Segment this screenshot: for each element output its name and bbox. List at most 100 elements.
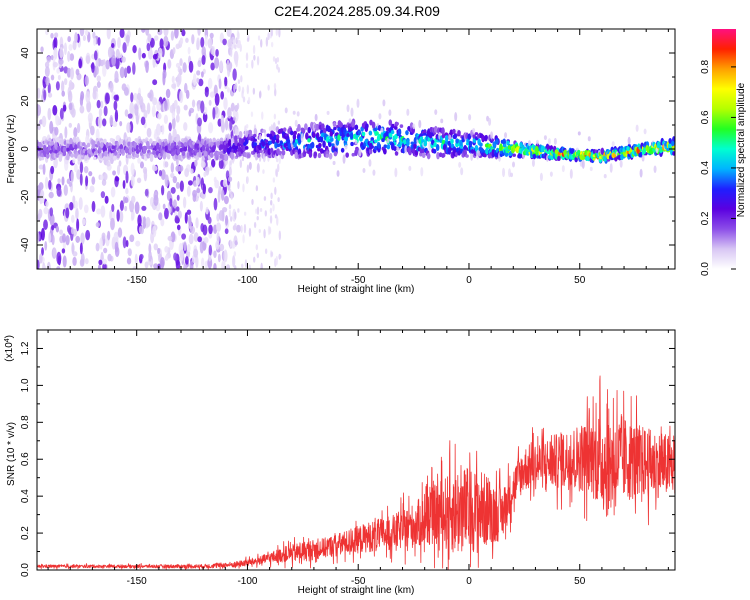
spectrogram-signal-cell <box>58 154 63 162</box>
spectrogram-noise-cell <box>218 209 224 221</box>
spectrogram-halo-cell <box>561 165 565 173</box>
spectrogram-noise-cell <box>196 188 201 194</box>
snr-y-tick-label: 0.6 <box>20 452 31 466</box>
spectrogram-signal-cell <box>265 144 270 149</box>
spectrogram-noise-cell <box>147 258 153 266</box>
spectrogram-noise-cell <box>251 59 254 69</box>
spectrogram-noise-cell <box>268 226 272 235</box>
spectrogram-noise-cell <box>197 117 202 127</box>
spectrogram-noise-cell <box>186 209 192 215</box>
spectrogram-signal-cell <box>570 148 575 155</box>
spectrogram-noise-cell <box>144 188 149 197</box>
spectrogram-signal-cell <box>103 138 107 145</box>
spectrogram-noise-cell <box>79 105 85 114</box>
spectrogram-halo-cell <box>336 170 340 177</box>
spectrogram-noise-cell <box>75 235 81 243</box>
spectrogram-signal-cell <box>333 151 338 157</box>
spectrogram-noise-cell <box>224 76 228 87</box>
spectrogram-panel: -150 -100 -50 0 50 -40 -20 0 20 40 Height of str… <box>6 28 676 295</box>
snr-line <box>37 375 675 570</box>
spectrogram-noise-cell <box>68 43 73 51</box>
spectrogram-signal-cell <box>656 141 661 149</box>
spectrogram-signal-cell <box>248 129 253 135</box>
spectrogram-noise-cell <box>79 161 84 174</box>
spectrogram-noise-cell <box>117 227 123 238</box>
spectrogram-halo-cell <box>653 165 657 173</box>
spectrogram-noise-cell <box>257 35 261 41</box>
spectrogram-noise-cell <box>228 204 232 210</box>
spectrogram-noise-cell <box>46 56 51 63</box>
spectrogram-signal-cell <box>426 152 431 160</box>
spectrogram-signal-cell <box>275 138 280 144</box>
spectrogram-noise-cell <box>215 240 220 250</box>
spectrogram-noise-cell <box>141 52 146 59</box>
spectrogram-noise-cell <box>207 38 213 49</box>
spectrogram-noise-cell <box>91 200 96 213</box>
spectrogram-noise-cell <box>172 199 177 209</box>
spectrogram-noise-cell <box>224 228 229 235</box>
spectrogram-noise-cell <box>75 68 80 76</box>
spectrogram-noise-cell <box>78 197 83 210</box>
spectrogram-signal-cell <box>178 154 182 161</box>
spectrogram-signal-cell <box>351 152 356 157</box>
spectrogram-noise-cell <box>119 200 124 212</box>
spectrogram-noise-cell <box>153 194 159 207</box>
spectrogram-signal-cell <box>176 137 180 142</box>
spectrogram-signal-cell <box>351 120 355 128</box>
spectrogram-noise-cell <box>201 155 205 169</box>
spectrogram-noise-cell <box>126 65 131 74</box>
spectrogram-noise-cell <box>71 107 76 118</box>
spectrogram-signal-cell <box>281 149 286 156</box>
spectrogram-noise-cell <box>125 239 129 248</box>
spectrogram-halo-cell <box>388 109 392 116</box>
spectrogram-noise-cell <box>56 67 61 74</box>
spectrogram-signal-cell <box>337 134 341 142</box>
spectrogram-signal-cell <box>411 148 416 154</box>
spectrogram-noise-cell <box>248 227 252 237</box>
spectrogram-noise-cell <box>91 62 95 74</box>
spectrogram-halo-cell <box>232 116 236 121</box>
spectrogram-signal-cell <box>397 128 402 136</box>
spectrogram-signal-cell <box>474 132 479 136</box>
spectrogram-noise-cell <box>152 79 158 86</box>
spectrogram-noise-cell <box>61 80 65 93</box>
spectrogram-noise-cell <box>106 160 111 167</box>
spectrogram-noise-cell <box>232 255 236 268</box>
spectrogram-noise-cell <box>109 114 114 126</box>
spectrogram-noise-cell <box>275 169 279 178</box>
spectrogram-signal-cell <box>155 149 160 156</box>
spectrogram-signal-cell <box>399 124 404 129</box>
spectrogram-noise-cell <box>217 190 221 203</box>
spectrogram-noise-cell <box>54 126 59 136</box>
spectrogram-noise-cell <box>102 258 108 265</box>
spectrogram-noise-cell <box>138 95 144 106</box>
spectrogram-noise-cell <box>204 86 209 93</box>
spectrogram-signal-cell <box>332 121 337 128</box>
spectrogram-noise-cell <box>136 177 142 184</box>
spectrogram-signal-cell <box>224 153 228 162</box>
spectrogram-noise-cell <box>38 253 43 264</box>
spectrogram-noise-cell <box>59 229 64 235</box>
spectrogram-noise-cell <box>202 183 207 195</box>
spectrogram-halo-cell <box>382 99 386 107</box>
spectrogram-noise-cell <box>73 127 78 138</box>
spectrogram-noise-cell <box>81 218 86 226</box>
spectrogram-signal-cell <box>183 141 188 147</box>
spectrogram-noise-cell <box>256 215 259 221</box>
spectrogram-noise-cell <box>183 122 188 131</box>
spectrogram-halo-cell <box>609 163 613 173</box>
spectrogram-signal-cell <box>244 145 249 150</box>
spectrogram-noise-cell <box>276 216 279 226</box>
spectrogram-noise-cell <box>153 263 159 269</box>
spectrogram-noise-cell <box>255 208 258 215</box>
snr-x-axis-label: Height of straight line (km) <box>298 585 415 596</box>
spectrogram-noise-cell <box>234 57 237 65</box>
spectrogram-halo-cell <box>448 134 452 140</box>
spectrogram-noise-cell <box>204 34 208 47</box>
spectrogram-noise-cell <box>211 158 216 168</box>
spectrogram-noise-cell <box>209 91 215 98</box>
spectrogram-halo-cell <box>290 138 294 149</box>
spectrogram-noise-cell <box>122 236 127 249</box>
spectrogram-noise-cell <box>103 105 108 117</box>
spectrogram-noise-cell <box>68 102 73 111</box>
